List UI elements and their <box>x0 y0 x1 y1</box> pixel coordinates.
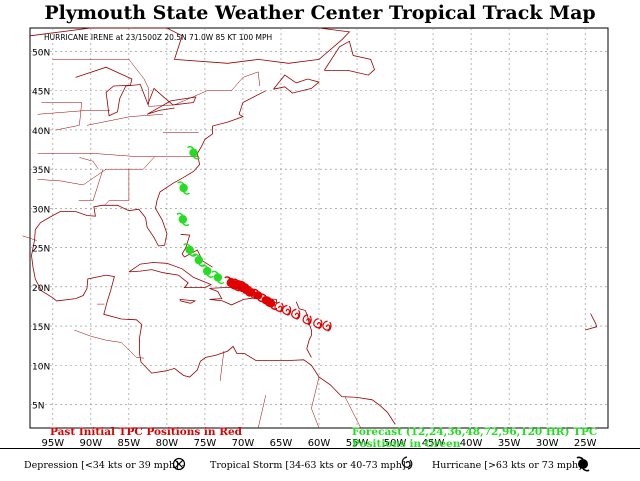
tropical-storm-symbol-icon <box>401 456 413 470</box>
forecast-position-mark <box>192 253 206 267</box>
forecast-position-mark <box>177 181 191 195</box>
lat-tick-label: 35N <box>32 166 50 176</box>
past-position-mark <box>274 301 284 313</box>
past-position-mark <box>291 308 301 320</box>
lat-lon-grid <box>30 28 608 428</box>
coastline <box>295 301 312 358</box>
lon-tick-label: 25W <box>574 438 597 449</box>
past-position-mark <box>224 276 238 290</box>
lat-tick-label: 15N <box>32 323 50 333</box>
political-border <box>257 395 267 429</box>
legend-depression-label: Depression [<34 kts or 39 mph] - <box>24 460 185 471</box>
forecast-position-mark <box>211 270 225 285</box>
lon-tick-label: 80W <box>156 438 179 449</box>
coastline <box>128 262 212 288</box>
political-border <box>104 200 129 206</box>
political-border <box>78 169 104 201</box>
coastline <box>75 66 197 117</box>
lat-tick-label: 5N <box>32 401 44 411</box>
lon-tick-label: 95W <box>42 438 65 449</box>
political-border <box>344 396 362 429</box>
lon-tick-label: 75W <box>194 438 217 449</box>
axis-tick-labels: 50N 45N 40N 35N 30N 25N 20N 15N 10N 5N 95W 90W 85W 80… <box>32 49 597 449</box>
lon-tick-label: 35W <box>498 438 521 449</box>
past-positions-note: Past Initial TPC Positions in Red <box>50 426 242 438</box>
forecast-position-mark <box>200 264 214 278</box>
political-border <box>37 110 110 115</box>
lon-tick-label: 30W <box>536 438 559 449</box>
political-border <box>219 351 225 381</box>
forecast-position-mark <box>176 212 190 227</box>
forecast-position-mark <box>187 146 201 160</box>
lon-tick-label: 45W <box>422 438 445 449</box>
past-position-mark <box>322 320 332 332</box>
political-border <box>41 102 82 131</box>
lat-tick-label: 20N <box>32 284 50 294</box>
past-position-mark <box>313 318 323 330</box>
storm-info: HURRICANE IRENE at 23/1500Z 20.5N 71.0W … <box>44 33 273 42</box>
political-border <box>74 329 145 359</box>
legend-bar <box>0 448 640 481</box>
political-border <box>37 156 155 186</box>
coastline <box>179 299 197 304</box>
lat-tick-label: 25N <box>32 245 50 255</box>
lon-tick-label: 55W <box>346 438 369 449</box>
forecast-positions-note: Forecast (12,24,36,48,72,96,120 HR) TPC … <box>352 426 598 450</box>
storm-tracks <box>176 146 332 332</box>
lon-tick-label: 70W <box>232 438 255 449</box>
lon-tick-label: 50W <box>384 438 407 449</box>
depression-symbol-icon <box>172 457 186 471</box>
political-border <box>37 153 199 157</box>
coastlines <box>22 27 598 429</box>
political-border <box>311 376 320 429</box>
coastline <box>585 313 598 331</box>
lon-tick-label: 90W <box>80 438 103 449</box>
map-title: Plymouth State Weather Center Tropical T… <box>44 2 596 24</box>
political-border <box>86 114 164 126</box>
lat-tick-label: 10N <box>32 362 50 372</box>
past-position-mark <box>302 314 312 326</box>
political-border <box>52 59 260 107</box>
coastline <box>29 27 351 64</box>
political-border <box>79 157 99 170</box>
lon-tick-label: 65W <box>270 438 293 449</box>
coastline <box>273 74 320 94</box>
coastline <box>323 40 375 76</box>
hurricane-symbol-icon <box>576 456 590 472</box>
political-border <box>22 235 37 241</box>
legend-tropical-storm-label: Tropical Storm [34-63 kts or 40-73 mph] … <box>210 460 412 471</box>
legend-hurricane-label: Hurricane [>63 kts or 73 mph] - <box>432 460 589 471</box>
coastline <box>31 90 396 425</box>
lat-tick-label: 40N <box>32 127 50 137</box>
lon-tick-label: 40W <box>460 438 483 449</box>
lat-tick-label: 30N <box>32 205 50 215</box>
forecast-position-mark <box>183 243 197 257</box>
lat-tick-label: 50N <box>32 49 50 59</box>
lon-tick-label: 85W <box>118 438 141 449</box>
lon-tick-label: 60W <box>308 438 331 449</box>
lat-tick-label: 45N <box>32 88 50 98</box>
